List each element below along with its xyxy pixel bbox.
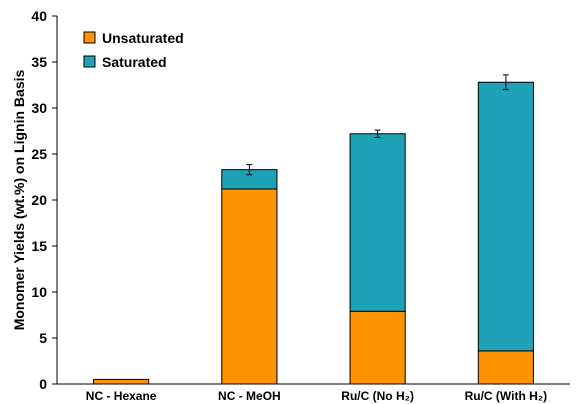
legend-entry: Unsaturated <box>102 30 184 46</box>
bar-unsaturated <box>349 310 406 385</box>
y-tick-label: 40 <box>31 8 47 24</box>
bars <box>93 81 534 385</box>
y-tick-label: 25 <box>31 146 47 162</box>
x-tick-label: NC - MeOH <box>218 389 281 403</box>
y-tick-label: 5 <box>39 330 47 346</box>
x-tick-label: Ru/C (No H₂) <box>341 389 414 403</box>
x-tick-label: Ru/C (With H₂) <box>465 389 548 403</box>
bar-saturated <box>477 81 534 352</box>
y-tick-label: 10 <box>31 284 47 300</box>
y-tick-label: 30 <box>31 100 47 116</box>
bar-unsaturated <box>221 188 278 385</box>
legend-swatch <box>83 55 96 68</box>
x-axis-labels: NC - Hexane NC - MeOH Ru/C (No H₂) Ru/C (Wi… <box>86 389 547 403</box>
y-tick-label: 15 <box>31 238 47 254</box>
legend-swatch <box>83 31 96 44</box>
y-tick-label: 35 <box>31 54 47 70</box>
error-bars <box>246 74 509 176</box>
y-axis-label: Monomer Yields (wt.%) on Lignin Basis <box>11 70 27 331</box>
y-tick-label: 0 <box>39 376 47 392</box>
legend: Unsaturated Saturated <box>83 30 184 70</box>
bar-unsaturated <box>477 350 534 385</box>
bar-unsaturated <box>93 378 150 385</box>
x-tick-label: NC - Hexane <box>86 389 157 403</box>
y-tick-label: 20 <box>31 192 47 208</box>
bar-saturated <box>349 133 406 312</box>
legend-entry: Saturated <box>102 54 167 70</box>
